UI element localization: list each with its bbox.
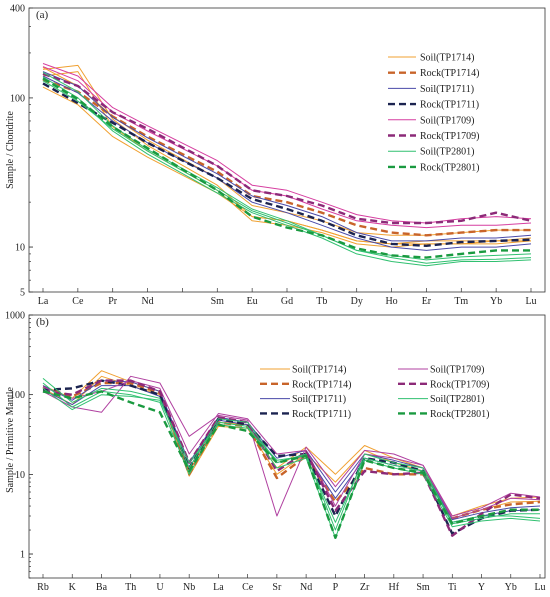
x-tick-label: Ba [96,582,108,593]
y-tick-label: 100 [10,390,25,401]
x-tick-label: La [213,582,224,593]
series-line [42,71,532,242]
x-tick-label: Eu [247,296,258,307]
legend-label: Rock(TP1709) [430,379,489,390]
x-tick-label: Sr [272,582,282,593]
x-tick-label: Nd [300,582,312,593]
x-tick-label: Yb [490,296,502,307]
legend-label: Soil(TP1709) [420,115,474,126]
series-line [42,380,541,519]
y-tick-label: 100 [10,93,25,104]
series-line [42,80,532,261]
x-tick-label: Zr [360,582,370,593]
legend-label: Soil(TP1709) [430,365,484,376]
panel-a-y-axis-title: Sample / Chondrite [5,111,16,189]
legend-label: Soil(TP2801) [420,147,474,158]
y-tick-label: 10 [15,243,25,254]
y-tick-label: 400 [10,4,25,15]
x-tick-label: P [333,582,339,593]
x-tick-label: K [69,582,77,593]
series-line [42,75,532,251]
series-line [42,390,540,539]
y-tick-label: 1000 [5,311,25,322]
legend-label: Rock(TP2801) [420,162,479,173]
legend-label: Rock(TP1714) [292,379,351,390]
panel-a-x-ticks: La Ce Pr Nd Sm Eu Gd Tb Dy Ho Er Tm Yb Lu [38,288,537,307]
panel-b-series [42,370,541,539]
y-tick-label: 1 [20,550,25,561]
panel-b-legend: Soil(TP1714) Soil(TP1709) Rock(TP1714) Rock… [260,365,489,420]
x-tick-label: Ti [448,582,457,593]
x-tick-label: Yb [505,582,517,593]
x-tick-label: Sm [416,582,430,593]
panel-b-label: (b) [36,316,49,328]
panel-a-chondrite-normalized: (a) Sample / Chondrite 5 10 100 400 La Ce Pr N… [5,4,546,307]
x-tick-label: Lu [534,582,545,593]
series-line [42,379,541,535]
x-tick-label: Lu [525,296,536,307]
legend-label: Rock(TP1711) [420,100,479,111]
legend-label: Rock(TP1711) [292,409,351,420]
legend-label: Rock(TP1714) [420,68,479,79]
x-tick-label: La [38,296,49,307]
series-line [42,382,541,539]
series-line [42,379,541,537]
legend-label: Rock(TP1709) [420,131,479,142]
panel-a-label: (a) [36,9,49,21]
panel-a-legend: Soil(TP1714) Rock(TP1714) Soil(TP1711) Rock… [388,53,479,173]
y-tick-label: 10 [15,470,25,481]
x-tick-label: Nb [183,582,195,593]
x-tick-label: Ho [385,296,397,307]
legend-label: Rock(TP2801) [430,409,489,420]
x-tick-label: Hf [389,582,400,593]
panel-b-x-ticks: Rb K Ba Th U Nb La Ce Sr Nd P Zr Hf Sm Ti Y Yb Lu [37,574,546,593]
legend-label: Soil(TP1711) [420,84,474,95]
y-tick-label: 5 [20,288,25,299]
x-tick-label: U [156,582,164,593]
legend-label: Soil(TP2801) [430,394,484,405]
panel-b-primitive-mantle-normalized: (b) Sample / Primitive Mantle 1 10 100 1000… [5,311,546,594]
series-line [42,66,532,229]
panel-b-y-ticks: 1 10 100 1000 [5,311,33,579]
x-tick-label: Rb [37,582,49,593]
legend-label: Soil(TP1711) [292,394,346,405]
x-tick-label: Tb [316,296,327,307]
x-tick-label: Sm [211,296,225,307]
panel-b-plot-frame [28,314,546,579]
panel-a-series [42,63,532,267]
x-tick-label: Nd [141,296,153,307]
series-line [42,63,532,224]
x-tick-label: Gd [281,296,293,307]
series-line [42,86,531,245]
x-tick-label: Pr [108,296,118,307]
series-line [42,77,531,259]
x-tick-label: Er [422,296,432,307]
legend-label: Soil(TP1714) [420,53,474,64]
x-tick-label: Th [125,582,136,593]
x-tick-label: Ce [242,582,254,593]
x-tick-label: Y [478,582,485,593]
legend-label: Soil(TP1714) [292,365,346,376]
x-tick-label: Ce [72,296,84,307]
x-tick-label: Dy [351,296,363,307]
series-line [42,76,532,267]
panel-b-y-axis-title: Sample / Primitive Mantle [5,387,16,493]
panel-a-y-ticks: 5 10 100 400 [10,4,33,299]
x-tick-label: Tm [454,296,468,307]
